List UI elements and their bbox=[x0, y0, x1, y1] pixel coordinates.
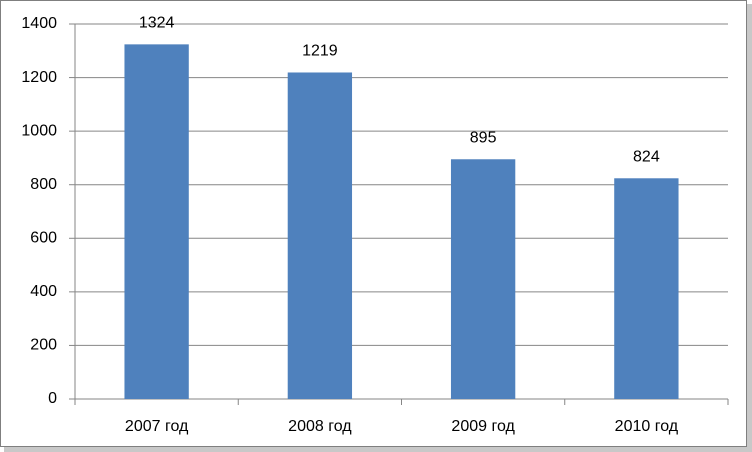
x-tick-label: 2007 год bbox=[125, 418, 189, 435]
bar bbox=[287, 72, 353, 399]
y-tick-label: 0 bbox=[48, 390, 57, 407]
bar bbox=[614, 178, 679, 399]
frame-shadow bbox=[4, 447, 752, 452]
x-tick-label: 2008 год bbox=[288, 418, 352, 435]
x-tick-label: 2009 год bbox=[451, 418, 515, 435]
data-label: 1219 bbox=[302, 43, 338, 60]
x-tick-label: 2010 год bbox=[615, 418, 679, 435]
y-tick-label: 200 bbox=[30, 337, 57, 354]
y-tick-label: 400 bbox=[30, 283, 57, 300]
bar bbox=[450, 159, 516, 399]
data-label: 824 bbox=[633, 149, 660, 166]
data-label: 895 bbox=[470, 129, 497, 146]
y-tick-label: 800 bbox=[30, 176, 57, 193]
frame-shadow bbox=[747, 4, 752, 452]
y-tick-label: 600 bbox=[30, 230, 57, 247]
y-tick-label: 1200 bbox=[21, 69, 57, 86]
y-tick-label: 1400 bbox=[21, 15, 57, 32]
bar bbox=[124, 44, 189, 399]
data-label: 1324 bbox=[139, 15, 175, 32]
y-tick-label: 1000 bbox=[21, 122, 57, 139]
